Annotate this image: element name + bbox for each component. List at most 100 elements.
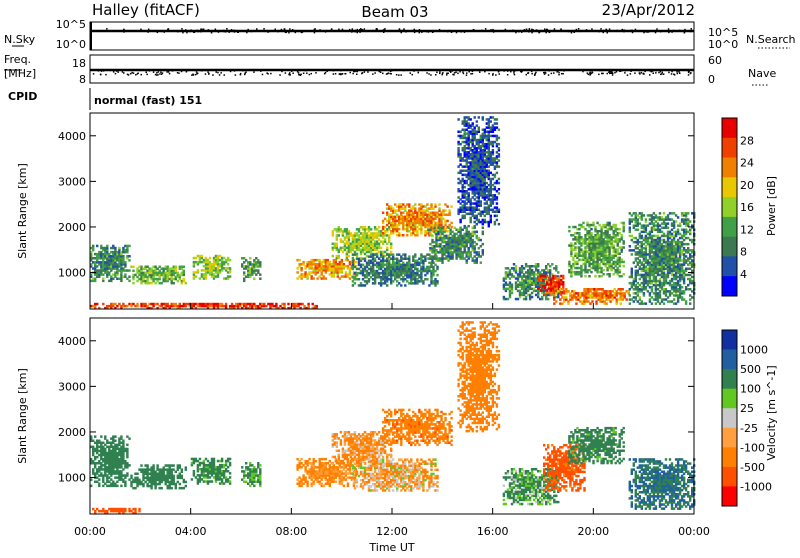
nave-tick-bottom: 0 bbox=[708, 73, 715, 86]
time-tick-label-1: 04:00 bbox=[175, 525, 207, 538]
velocity-colorbar-label-0: 1000 bbox=[740, 344, 768, 357]
power-region-9 bbox=[457, 116, 500, 227]
power-cbar-swatch-2 bbox=[722, 158, 737, 178]
power-cbar-swatch-3 bbox=[722, 177, 737, 197]
beam-title: Beam 03 bbox=[361, 3, 428, 21]
nave-tick-top: 60 bbox=[708, 54, 722, 67]
power-yticks-label-3: 4000 bbox=[58, 130, 86, 143]
station-title: Halley (fitACF) bbox=[92, 1, 200, 19]
velocity-region-8 bbox=[457, 321, 500, 432]
vel-yticks-label-1: 2000 bbox=[58, 426, 86, 439]
nave-label: Nave bbox=[748, 67, 776, 80]
vel-yticks-label-0: 1000 bbox=[58, 472, 86, 485]
date-title: 23/Apr/2012 bbox=[602, 1, 695, 19]
velocity-colorbar-swatch-1 bbox=[722, 350, 737, 370]
velocity-colorbar-label-3: 25 bbox=[740, 402, 754, 415]
power-cbar-swatch-6 bbox=[722, 237, 737, 257]
velocity-colorbar-label-1: 500 bbox=[740, 363, 761, 376]
time-tick-label-4: 16:00 bbox=[477, 525, 509, 538]
velocity-colorbar-swatch-5 bbox=[722, 428, 737, 448]
power-region-12 bbox=[553, 288, 630, 305]
power-cbar-label-4: 20 bbox=[740, 179, 754, 192]
velocity-colorbar: 1000 500 100 25 -25 -100 -500 -1000 Velocity [m… bbox=[722, 330, 778, 506]
cpid-panel: CPID normal (fast) 151 bbox=[8, 88, 202, 110]
power-cbar-swatch-1 bbox=[722, 138, 737, 158]
power-region-0 bbox=[90, 245, 131, 282]
time-axis-label: Time UT bbox=[368, 541, 414, 554]
power-region-13 bbox=[568, 222, 625, 278]
velocity-region-6 bbox=[382, 409, 453, 446]
freq-label-line1: Freq. bbox=[4, 53, 31, 66]
nsearch-tick-bottom: 10^0 bbox=[708, 38, 738, 51]
velocity-colorbar-swatch-3 bbox=[722, 389, 737, 409]
velocity-colorbar-label-2: 100 bbox=[740, 383, 761, 396]
freq-label-line2: [MHz] bbox=[4, 67, 36, 80]
velocity-colorbar-label: Velocity [m s^-1] bbox=[765, 365, 778, 460]
velocity-colorbar-label-4: -25 bbox=[740, 422, 758, 435]
velocity-colorbar-swatch-4 bbox=[722, 408, 737, 428]
velocity-colorbar-swatch-7 bbox=[722, 467, 737, 487]
time-tick-label-3: 12:00 bbox=[376, 525, 408, 538]
power-cbar-swatch-4 bbox=[722, 197, 737, 217]
vel-yticks-label-2: 3000 bbox=[58, 380, 86, 393]
power-cbar-label-3: 16 bbox=[740, 201, 754, 214]
power-cbar-label-0: 4 bbox=[740, 268, 747, 281]
power-ylabel: Slant Range [km] bbox=[16, 163, 29, 259]
power-region-3 bbox=[241, 257, 262, 282]
time-tick-label-6: 00:00 bbox=[678, 525, 710, 538]
power-cbar-swatch-0 bbox=[722, 118, 737, 138]
velocity-region-1 bbox=[130, 464, 187, 489]
velocity-colorbar-swatch-8 bbox=[722, 486, 737, 506]
velocity-region-0 bbox=[90, 435, 131, 487]
power-region-1 bbox=[130, 266, 187, 285]
velocity-ylabel: Slant Range [km] bbox=[16, 368, 29, 464]
power-colorbar-label: Power [dB] bbox=[765, 176, 778, 236]
freq-tick-bottom: 8 bbox=[79, 73, 86, 86]
velocity-colorbar-swatch-0 bbox=[722, 330, 737, 350]
power-region-2 bbox=[193, 255, 232, 280]
nsky-tick-top: 10^5 bbox=[56, 18, 86, 31]
freq-panel: Freq. [MHz] 18 8 60 0 Nave bbox=[4, 53, 776, 86]
nsky-label: N.Sky bbox=[4, 33, 36, 46]
velocity-colorbar-label-7: -1000 bbox=[740, 480, 772, 493]
cpid-value: normal (fast) 151 bbox=[94, 94, 202, 107]
velocity-region-3 bbox=[241, 462, 262, 487]
velocity-colorbar-swatch-2 bbox=[722, 369, 737, 389]
cpid-label: CPID bbox=[8, 90, 37, 103]
power-cbar-swatch-7 bbox=[722, 256, 737, 276]
power-panel: 1000 2000 3000 4000 Slant Range [km] bbox=[16, 113, 695, 309]
power-region-5 bbox=[332, 226, 393, 259]
freq-tick-top: 18 bbox=[72, 57, 86, 70]
power-yticks-label-2: 3000 bbox=[58, 175, 86, 188]
velocity-region-12 bbox=[629, 458, 696, 510]
velocity-region-7 bbox=[352, 458, 439, 491]
power-region-8 bbox=[427, 227, 484, 264]
time-tick-label-2: 08:00 bbox=[275, 525, 307, 538]
velocity-region-13 bbox=[92, 508, 141, 515]
power-region-4 bbox=[296, 259, 357, 280]
power-cbar-label-6: 28 bbox=[740, 134, 754, 147]
power-cbar-swatch-8 bbox=[722, 276, 737, 296]
power-region-7 bbox=[352, 253, 439, 286]
power-cbar-label-2: 12 bbox=[740, 223, 754, 236]
vel-yticks-label-3: 4000 bbox=[58, 335, 86, 348]
power-region-14 bbox=[629, 212, 696, 305]
velocity-region-2 bbox=[191, 458, 232, 485]
velocity-colorbar-label-6: -500 bbox=[740, 461, 765, 474]
nsky-tick-bottom: 10^0 bbox=[56, 38, 86, 51]
power-cbar-label-5: 24 bbox=[740, 157, 754, 170]
velocity-colorbar-swatch-6 bbox=[722, 447, 737, 467]
power-cbar-swatch-5 bbox=[722, 217, 737, 237]
time-tick-label-5: 20:00 bbox=[577, 525, 609, 538]
time-tick-label-0: 00:00 bbox=[74, 525, 106, 538]
velocity-colorbar-label-5: -100 bbox=[740, 441, 765, 454]
power-cbar-label-1: 8 bbox=[740, 246, 747, 259]
power-colorbar: 4 8 12 16 20 24 28 Power [dB] bbox=[722, 118, 778, 296]
nsky-panel: N.Sky 10^5 10^0 10^5 10^0 N.Search bbox=[4, 18, 796, 51]
nsearch-label: N.Search bbox=[746, 33, 796, 46]
power-yticks-label-0: 1000 bbox=[58, 267, 86, 280]
power-yticks-label-1: 2000 bbox=[58, 221, 86, 234]
velocity-region-4 bbox=[296, 458, 357, 487]
power-region-15 bbox=[90, 303, 318, 310]
